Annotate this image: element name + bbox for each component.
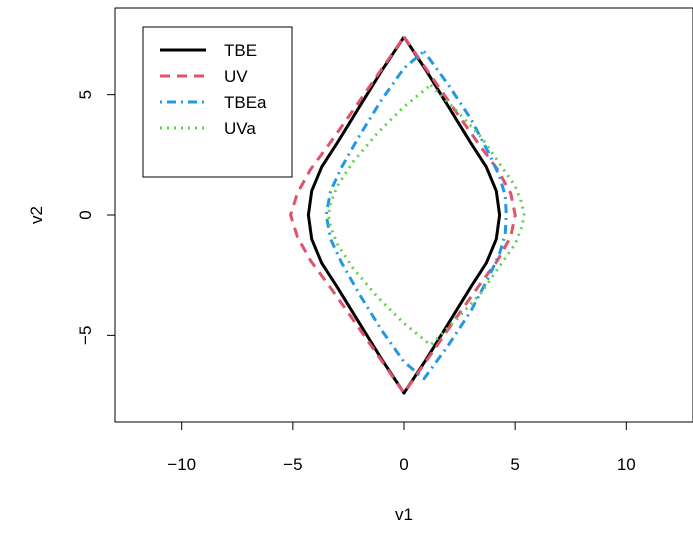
x-tick-label: 10 — [617, 455, 636, 474]
series-line-tbe — [306, 36, 502, 395]
y-tick-label: 5 — [76, 90, 95, 99]
legend: TBE UV TBEa UVa — [142, 26, 293, 178]
x-tick-label: 0 — [399, 455, 408, 474]
series-line-tbea — [324, 50, 508, 381]
x-axis-title: v1 — [395, 505, 413, 524]
x-axis: −10 −5 0 5 10 — [167, 421, 636, 474]
legend-label-uv: UV — [224, 67, 248, 86]
x-tick-label: 5 — [510, 455, 519, 474]
series-layer — [289, 36, 526, 395]
legend-label-uva: UVa — [224, 119, 256, 138]
y-tick-label: 0 — [76, 210, 95, 219]
x-tick-label: −10 — [167, 455, 196, 474]
y-axis-title: v2 — [27, 206, 46, 224]
legend-label-tbe: TBE — [224, 41, 257, 60]
y-tick-label: −5 — [76, 326, 95, 345]
x-tick-label: −5 — [283, 455, 302, 474]
y-axis: −5 0 5 — [76, 90, 116, 345]
legend-label-tbea: TBEa — [224, 93, 267, 112]
